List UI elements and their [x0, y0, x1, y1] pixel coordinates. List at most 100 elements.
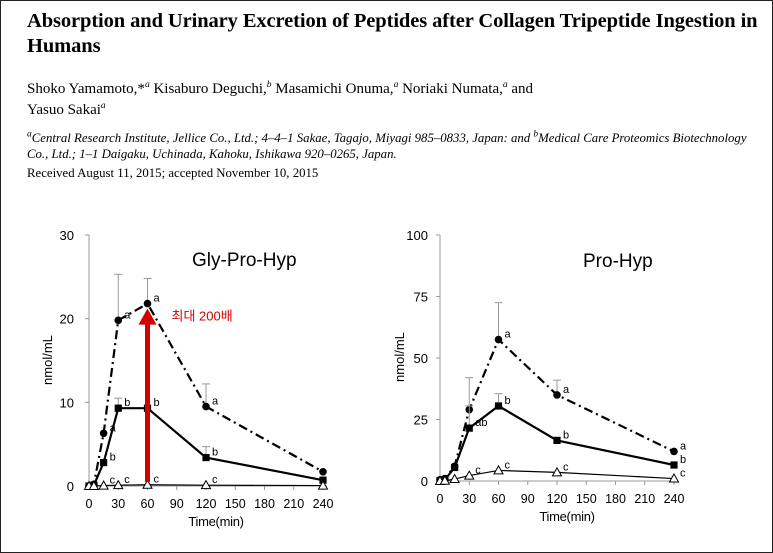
y-tick-label: 75: [414, 290, 428, 305]
x-tick-label: 60: [141, 497, 155, 511]
significance-label: b: [110, 452, 116, 464]
affiliation-b: Medical Care Proteomics Biotechnology Co…: [27, 131, 747, 161]
chart-title: Pro-Hyp: [583, 251, 653, 272]
significance-label: c: [680, 468, 686, 480]
y-tick-label: 20: [60, 312, 74, 327]
data-point-circle: [99, 429, 108, 438]
author-name: Yasuo Sakai: [27, 102, 101, 118]
y-tick-label: 0: [421, 474, 428, 489]
data-point-triangle: [551, 466, 563, 477]
y-tick-label: 30: [60, 228, 74, 243]
significance-label: c: [110, 475, 116, 487]
annotation-label: 최대 200배: [172, 309, 233, 324]
data-point-triangle: [449, 473, 460, 484]
affil-mark: a: [27, 129, 32, 140]
series-circle-dashdot: a a a: [436, 302, 687, 484]
significance-label: c: [154, 474, 160, 486]
x-tick-label: 0: [437, 492, 444, 506]
data-point-triangle: [98, 480, 109, 490]
x-tick-label: 90: [170, 497, 184, 511]
author-affil-mark: a: [502, 80, 508, 90]
author-sep: and: [507, 81, 534, 97]
data-point-triangle: [668, 473, 680, 483]
x-tick-label: 150: [576, 492, 597, 506]
data-point-square: [553, 436, 561, 445]
data-point-circle: [114, 316, 123, 325]
significance-label: a: [563, 384, 570, 396]
author-name: Masamichi Onuma,: [275, 81, 394, 97]
x-tick-label: 180: [254, 497, 275, 511]
data-point-square: [465, 424, 473, 432]
affiliations: aCentral Research Institute, Jellice Co.…: [27, 130, 767, 162]
significance-label: b: [154, 397, 160, 409]
y-tick-label: 25: [414, 413, 428, 428]
data-point-square: [114, 404, 122, 412]
y-tick-label: 100: [406, 228, 428, 243]
data-point-circle: [494, 335, 503, 344]
author-list: Shoko Yamamoto,*a Kisaburo Deguchi,b Mas…: [27, 79, 767, 121]
data-point-square: [670, 461, 678, 469]
data-point-triangle: [88, 480, 100, 490]
significance-label: b: [212, 447, 218, 459]
data-point-square: [202, 453, 210, 462]
data-point-triangle: [463, 470, 475, 480]
chart-panel-2: 0 25 50 75 100 0 30 60 90 120 150 180 210 240 Time(min…: [392, 228, 687, 524]
significance-label: c: [505, 459, 511, 471]
data-point-triangle: [317, 480, 329, 490]
significance-label: a: [124, 309, 131, 321]
x-tick-label: 120: [547, 492, 568, 506]
author-affil-mark: b: [266, 80, 272, 90]
annotation-arrow-head: [138, 308, 157, 325]
significance-label: a: [680, 440, 687, 452]
data-point-circle: [202, 402, 210, 411]
significance-label: c: [475, 465, 481, 477]
x-axis-title: Time(min): [188, 514, 243, 529]
significance-label: c: [212, 474, 218, 486]
x-tick-label: 30: [111, 497, 125, 511]
data-point-circle: [143, 299, 152, 308]
author-affil-mark: a: [144, 80, 150, 90]
significance-label: ab: [475, 417, 487, 429]
x-tick-label: 210: [283, 497, 304, 511]
paper-title: Absorption and Urinary Excretion of Pept…: [27, 10, 758, 57]
y-axis-title: nmol/mL: [40, 335, 55, 385]
significance-label: b: [680, 454, 686, 466]
data-point-circle: [319, 467, 327, 476]
data-point-square: [494, 402, 503, 410]
author-affil-mark: a: [100, 101, 106, 111]
significance-label: b: [563, 429, 569, 441]
x-tick-label: 120: [196, 497, 217, 511]
x-tick-label: 180: [605, 492, 626, 506]
data-point-circle: [553, 391, 561, 399]
y-tick-label: 50: [414, 351, 428, 366]
author-name: Kisaburo Deguchi,: [153, 81, 267, 97]
received-date: Received August 11, 2015; accepted Novem…: [27, 166, 319, 180]
significance-label: b: [505, 395, 511, 407]
affil-mark: b: [533, 129, 539, 140]
data-point-square: [100, 458, 108, 467]
x-tick-label: 30: [462, 492, 476, 506]
significance-label: a: [154, 293, 161, 305]
y-tick-label: 10: [60, 395, 74, 410]
data-point-triangle: [200, 479, 212, 490]
author-affil-mark: a: [393, 80, 399, 90]
data-point-triangle: [439, 475, 451, 485]
significance-label: b: [124, 397, 130, 409]
significance-label: c: [124, 474, 130, 486]
significance-label: c: [563, 461, 569, 473]
data-point-circle: [670, 447, 678, 456]
x-tick-label: 150: [225, 497, 246, 511]
data-point-square: [451, 463, 459, 472]
y-tick-label: 0: [67, 479, 74, 494]
data-point-triangle: [112, 479, 124, 490]
data-point-triangle: [142, 479, 153, 489]
author-name: Shoko Yamamoto,*: [27, 81, 145, 97]
x-tick-label: 0: [86, 497, 93, 511]
x-tick-label: 60: [492, 492, 506, 506]
x-tick-label: 210: [634, 492, 655, 506]
significance-label: a: [505, 329, 512, 341]
x-axis-title: Time(min): [539, 509, 594, 524]
data-point-triangle: [493, 464, 504, 475]
